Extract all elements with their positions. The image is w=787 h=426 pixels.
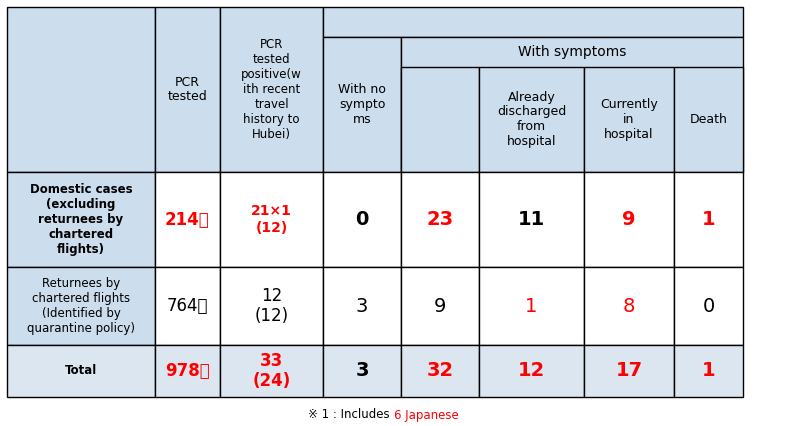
Bar — [155, 345, 220, 397]
Bar — [220, 267, 323, 345]
Bar — [323, 7, 743, 37]
Text: 764人: 764人 — [167, 297, 209, 315]
Text: Death: Death — [689, 113, 727, 126]
Text: Returnees by
chartered flights
(Identified by
quarantine policy): Returnees by chartered flights (Identifi… — [27, 277, 135, 335]
Bar — [220, 345, 323, 397]
Bar — [7, 7, 155, 172]
Text: ※ 1 : Includes: ※ 1 : Includes — [309, 409, 394, 421]
Bar — [401, 345, 479, 397]
Text: 12: 12 — [518, 362, 545, 380]
Bar — [584, 345, 674, 397]
Text: 1: 1 — [702, 362, 715, 380]
Bar — [479, 267, 584, 345]
Text: 1: 1 — [702, 210, 715, 229]
Bar — [220, 172, 323, 267]
Text: 8: 8 — [623, 296, 635, 316]
Text: 1: 1 — [525, 296, 538, 316]
Text: 21×1
(12): 21×1 (12) — [251, 204, 292, 235]
Text: 3: 3 — [355, 362, 369, 380]
Bar — [323, 267, 401, 345]
Text: With symptoms: With symptoms — [518, 45, 626, 59]
Text: 978人: 978人 — [165, 362, 210, 380]
Bar — [401, 67, 479, 172]
Text: With no
sympto
ms: With no sympto ms — [338, 83, 386, 126]
Bar — [584, 172, 674, 267]
Text: 3: 3 — [356, 296, 368, 316]
Bar — [7, 345, 155, 397]
Text: Domestic cases
(excluding
returnees by
chartered
flights): Domestic cases (excluding returnees by c… — [30, 183, 132, 256]
Text: 17: 17 — [615, 362, 642, 380]
Text: 11: 11 — [518, 210, 545, 229]
Bar — [674, 267, 743, 345]
Text: 33
(24): 33 (24) — [253, 351, 290, 390]
Bar — [7, 172, 155, 267]
Text: Currently
in
hospital: Currently in hospital — [600, 98, 658, 141]
Bar — [323, 37, 401, 172]
Text: 0: 0 — [355, 210, 368, 229]
Bar — [674, 345, 743, 397]
Text: PCR
tested: PCR tested — [168, 75, 208, 104]
Bar — [155, 7, 220, 172]
Bar — [479, 345, 584, 397]
Text: 9: 9 — [623, 210, 636, 229]
Bar — [674, 67, 743, 172]
Text: 214人: 214人 — [165, 210, 210, 228]
Text: 0: 0 — [702, 296, 715, 316]
Bar — [401, 267, 479, 345]
Bar — [674, 172, 743, 267]
Bar — [479, 172, 584, 267]
Text: PCR
tested
positive(w
ith recent
travel
history to
Hubei): PCR tested positive(w ith recent travel … — [241, 38, 302, 141]
Text: 32: 32 — [427, 362, 453, 380]
Bar — [401, 172, 479, 267]
Bar — [323, 345, 401, 397]
Text: 23: 23 — [427, 210, 453, 229]
Bar — [401, 37, 743, 172]
Text: 12
(12): 12 (12) — [254, 287, 289, 325]
Bar — [7, 267, 155, 345]
Bar — [584, 267, 674, 345]
Bar — [155, 267, 220, 345]
Bar — [479, 67, 584, 172]
Bar — [220, 7, 323, 172]
Text: 9: 9 — [434, 296, 446, 316]
Text: 6 Japanese: 6 Japanese — [394, 409, 458, 421]
Bar — [323, 172, 401, 267]
Text: Total: Total — [65, 365, 97, 377]
Bar — [584, 67, 674, 172]
Text: Already
discharged
from
hospital: Already discharged from hospital — [497, 90, 566, 149]
Bar — [155, 172, 220, 267]
